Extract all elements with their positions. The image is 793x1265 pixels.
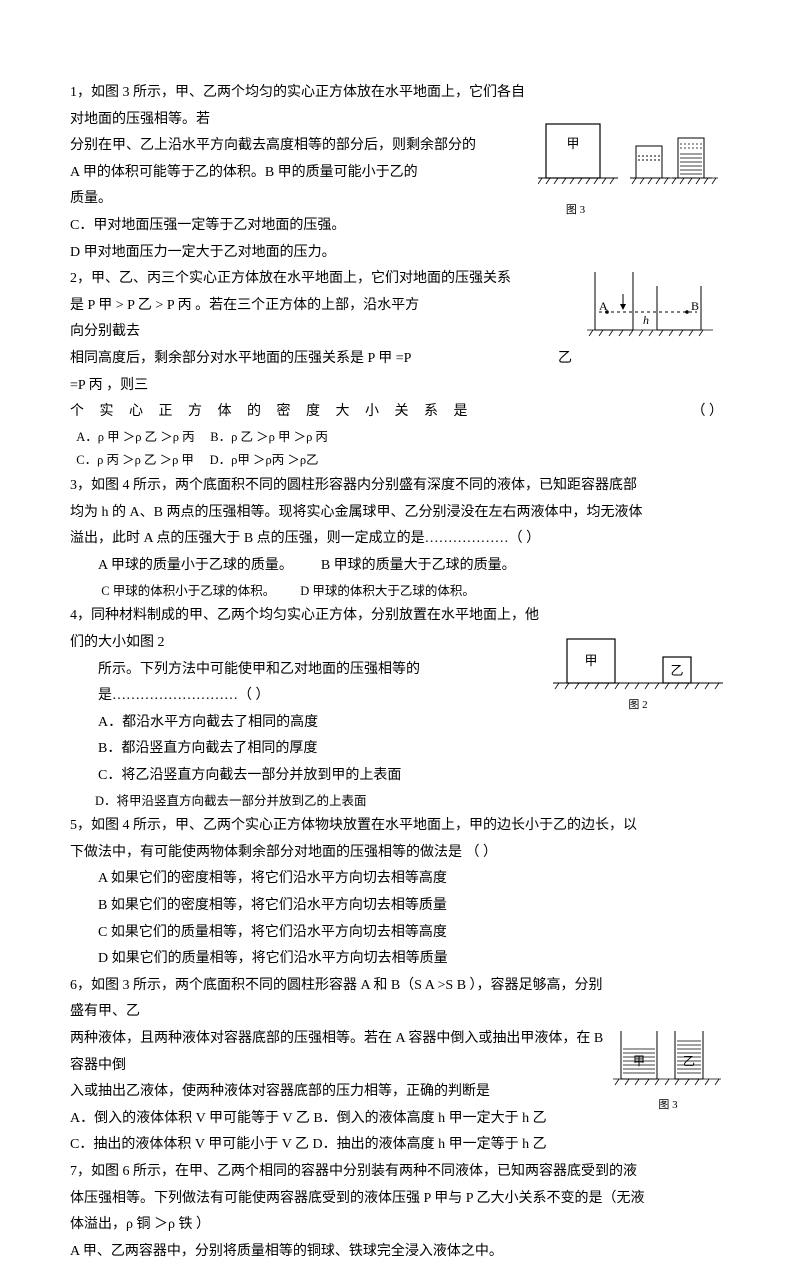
q7-l2: 体压强相等。下列做法有可能使两容器底受到的液体压强 P 甲与 P 乙大小关系不变…: [70, 1186, 723, 1213]
q2-l4: 个 实 心 正 方 体 的 密 度 大 小 关 系 是: [70, 404, 474, 419]
q1-figure: 甲: [538, 118, 723, 221]
q2-l3a: 相同高度后，剩余部分对水平地面的压强关系是 P 甲 =P: [70, 351, 411, 366]
q3-optA: A 甲球的质量小于乙球的质量。: [98, 558, 293, 573]
q6-caption: 图 3: [613, 1095, 723, 1116]
q2-l4row: 个 实 心 正 方 体 的 密 度 大 小 关 系 是 （ ）: [70, 399, 723, 426]
q6-svg: 甲 乙: [613, 1027, 723, 1093]
q7-optA: A 甲、乙两容器中，分别将质量相等的铜球、铁球完全浸入液体之中。: [70, 1239, 723, 1265]
q3-l1: 3，如图 4 所示，两个底面积不同的圆柱形容器内分别盛有深度不同的液体，已知距容…: [70, 473, 723, 500]
svg-text:h: h: [643, 313, 649, 327]
q5-optA: A 如果它们的密度相等，将它们沿水平方向切去相等高度: [70, 866, 723, 893]
q2-l3: 相同高度后，剩余部分对水平地面的压强关系是 P 甲 =P 乙 =P 丙 ，则三: [70, 346, 723, 399]
q1-caption: 图 3: [428, 200, 723, 221]
svg-text:A: A: [599, 299, 608, 313]
q3-optsCD: C 甲球的体积小于乙球的体积。 D 甲球的体积大于乙球的体积。: [70, 580, 723, 604]
q4-optB: B．都沿竖直方向截去了相同的厚度: [70, 736, 723, 763]
q3-optsAB: A 甲球的质量小于乙球的质量。 B 甲球的质量大于乙球的质量。: [70, 553, 723, 580]
q1-opt-d: D 甲对地面压力一定大于乙对地面的压力。: [70, 240, 723, 267]
q2-optsCD: C．ρ 丙 ＞ρ 乙 ＞ρ 甲 D．ρ甲 ＞ρ丙 ＞ρ乙: [70, 449, 723, 473]
q4-optD: D．将甲沿竖直方向截去一部分并放到乙的上表面: [70, 790, 723, 814]
q3-optB: B 甲球的质量大于乙球的质量。: [321, 558, 516, 573]
q2-optC: C．ρ 丙 ＞ρ 乙 ＞ρ 甲: [76, 453, 194, 467]
svg-text:甲: 甲: [584, 653, 597, 668]
q6-figure: 甲 乙 图 3: [613, 1027, 723, 1116]
q5-l1: 5，如图 4 所示，甲、乙两个实心正方体物块放置在水平地面上，甲的边长小于乙的边…: [70, 813, 723, 840]
q3-l2: 均为 h 的 A、B 两点的压强相等。现将实心金属球甲、乙分别浸没在左右两液体中…: [70, 500, 723, 527]
q3-l3: 溢出，此时 A 点的压强大于 B 点的压强，则一定成立的是………………（ ）: [70, 526, 723, 553]
q4-figure: 甲 乙 图 2: [553, 631, 723, 716]
q7-l1: 7，如图 6 所示，在甲、乙两个相同的容器中分别装有两种不同液体，已知两容器底受…: [70, 1159, 723, 1186]
q2-l2a: 是 P 甲 > P 乙 > P 丙 。若在三个正方体的上部，沿水平方: [70, 298, 419, 313]
q6-l1: 6，如图 3 所示，两个底面积不同的圆柱形容器 A 和 B（S A >S B ）…: [70, 973, 723, 1026]
q2-optD: D．ρ甲 ＞ρ丙 ＞ρ乙: [210, 453, 319, 467]
q1-svg: 甲: [538, 118, 723, 198]
q4-caption: 图 2: [553, 695, 723, 716]
q5-optB: B 如果它们的密度相等，将它们沿水平方向切去相等质量: [70, 893, 723, 920]
q5-optD: D 如果它们的质量相等，将它们沿水平方向切去相等质量: [70, 946, 723, 973]
svg-text:乙: 乙: [670, 663, 683, 678]
q2-svg: A B h: [583, 268, 723, 346]
q2-figure: A B h: [583, 268, 723, 346]
q2-optsAB: A．ρ 甲 ＞ρ 乙 ＞ρ 丙 B．ρ 乙 ＞ρ 甲 ＞ρ 丙: [70, 426, 723, 450]
q3-optD: D 甲球的体积大于乙球的体积。: [300, 584, 475, 598]
q3-optC: C 甲球的体积小于乙球的体积。: [101, 584, 275, 598]
q1-cube-label: 甲: [566, 136, 579, 151]
q7-l3: 体溢出，ρ 铜 ＞ρ 铁 ）: [70, 1212, 723, 1239]
q4-svg: 甲 乙: [553, 631, 723, 693]
q2-l4paren: （ ）: [692, 399, 724, 426]
svg-text:B: B: [691, 299, 699, 313]
q2-l2b: 向分别截去: [70, 324, 140, 339]
q4-optC: C．将乙沿竖直方向截去一部分并放到甲的上表面: [70, 763, 723, 790]
page: 甲: [0, 0, 793, 1122]
q2-optA: A．ρ 甲 ＞ρ 乙 ＞ρ 丙: [76, 430, 194, 444]
svg-text:乙: 乙: [683, 1054, 695, 1068]
q5-l2: 下做法中，有可能使两物体剩余部分对地面的压强相等的做法是 （ ）: [70, 840, 723, 867]
q5-optC: C 如果它们的质量相等，将它们沿水平方向切去相等高度: [70, 920, 723, 947]
q2-optB: B．ρ 乙 ＞ρ 甲 ＞ρ 丙: [210, 430, 328, 444]
q6-optCD: C．抽出的液体体积 V 甲可能小于 V 乙 D．抽出的液体高度 h 甲一定等于 …: [70, 1132, 723, 1159]
svg-text:甲: 甲: [633, 1054, 645, 1068]
